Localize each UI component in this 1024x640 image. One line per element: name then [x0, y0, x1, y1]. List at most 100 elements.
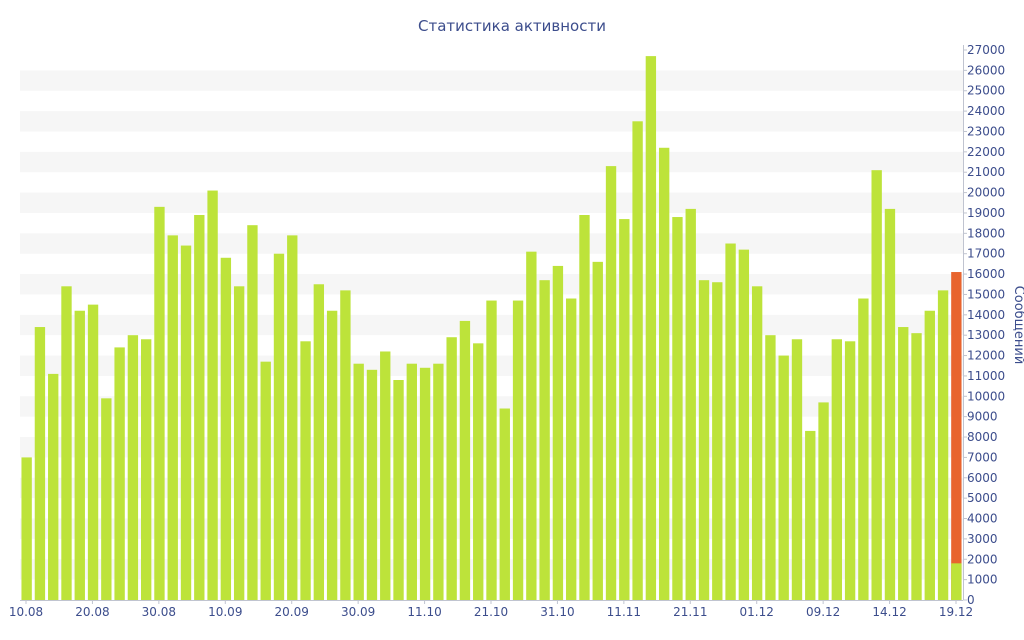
bar	[898, 327, 909, 600]
y-tick-label: 10000	[967, 389, 1005, 403]
bar	[393, 380, 404, 600]
y-tick-label: 16000	[967, 267, 1005, 281]
x-tick-label: 14.12	[872, 605, 906, 619]
bar	[844, 341, 856, 600]
bar	[579, 215, 590, 600]
bar	[326, 310, 338, 600]
bar	[459, 320, 471, 600]
y-tick-label: 5000	[967, 491, 998, 505]
bar	[233, 286, 245, 600]
bar	[592, 261, 603, 600]
x-tick-label: 10.09	[208, 605, 242, 619]
grid-band	[20, 111, 963, 132]
bar	[698, 280, 710, 600]
bar	[526, 251, 537, 600]
y-tick-label: 26000	[967, 63, 1005, 77]
bar	[805, 430, 816, 600]
bar	[313, 284, 325, 600]
bar	[712, 282, 723, 600]
x-tick-label: 21.11	[673, 605, 707, 619]
bar	[658, 147, 670, 600]
grid-band	[20, 151, 963, 173]
bar-series	[21, 56, 962, 601]
bar	[831, 339, 843, 600]
x-tick-label: 21.10	[474, 605, 508, 619]
bar	[605, 166, 617, 600]
bar	[725, 243, 736, 600]
bar	[114, 347, 125, 600]
bar	[672, 217, 683, 600]
bar	[632, 121, 643, 600]
y-tick-label: 12000	[967, 349, 1005, 363]
bar	[87, 304, 99, 600]
bar	[937, 290, 949, 600]
bar	[858, 298, 869, 600]
bar	[473, 343, 484, 600]
bar	[167, 235, 178, 601]
bar	[791, 339, 803, 600]
bar	[366, 369, 378, 600]
grid-band	[20, 70, 963, 91]
x-tick-label: 20.08	[75, 605, 109, 619]
y-tick-label: 24000	[967, 104, 1005, 118]
y-tick-label: 19000	[967, 206, 1005, 220]
y-tick-label: 3000	[967, 532, 998, 546]
y-axis-label: Сообщений	[1011, 286, 1024, 365]
y-tick-label: 22000	[967, 145, 1005, 159]
bar	[619, 219, 630, 600]
bar	[220, 257, 232, 600]
x-tick-label: 20.09	[275, 605, 309, 619]
bar	[911, 333, 922, 600]
bar	[738, 249, 750, 600]
x-tick-label: 19.12	[939, 605, 973, 619]
bar	[499, 408, 510, 600]
y-tick-label: 20000	[967, 186, 1005, 200]
grid-band	[20, 192, 963, 213]
bar	[34, 327, 46, 600]
bar	[552, 265, 564, 600]
bar	[539, 280, 550, 600]
bar	[512, 300, 524, 600]
y-tick-label: 27000	[967, 43, 1005, 57]
bar	[21, 457, 32, 600]
bar	[751, 286, 763, 600]
bar	[871, 170, 882, 600]
bar	[818, 402, 829, 600]
bar	[101, 398, 112, 600]
bar	[884, 208, 896, 600]
x-tick-label: 09.12	[806, 605, 840, 619]
y-tick-label: 1000	[967, 573, 998, 587]
bar	[61, 286, 72, 600]
x-tick-label: 31.10	[540, 605, 574, 619]
bar	[140, 339, 152, 600]
y-tick-label: 18000	[967, 226, 1005, 240]
bar	[765, 335, 776, 600]
chart-title: Статистика активности	[418, 17, 606, 35]
bar	[406, 363, 417, 600]
y-tick-label: 8000	[967, 430, 998, 444]
bar	[486, 300, 497, 600]
y-tick-label: 6000	[967, 471, 998, 485]
y-tick-label: 11000	[967, 369, 1005, 383]
bar	[778, 355, 789, 600]
bar	[180, 245, 192, 601]
bar	[446, 337, 457, 600]
bar	[273, 253, 285, 600]
y-tick-label: 9000	[967, 410, 998, 424]
y-tick-label: 13000	[967, 328, 1005, 342]
y-tick-label: 23000	[967, 124, 1005, 138]
bar	[247, 225, 258, 600]
x-tick-label: 01.12	[740, 605, 774, 619]
bar	[48, 373, 59, 600]
y-tick-label: 21000	[967, 165, 1005, 179]
y-tick-label: 4000	[967, 512, 998, 526]
y-tick-label: 7000	[967, 450, 998, 464]
x-tick-label: 11.10	[407, 605, 441, 619]
y-tick-label: 15000	[967, 287, 1005, 301]
y-axis: 0 1000 2000 3000 4000 5000 6000 7000 8000 9000 100…	[963, 43, 1005, 607]
bar	[645, 56, 657, 601]
bar	[127, 335, 139, 600]
bar	[685, 208, 696, 600]
